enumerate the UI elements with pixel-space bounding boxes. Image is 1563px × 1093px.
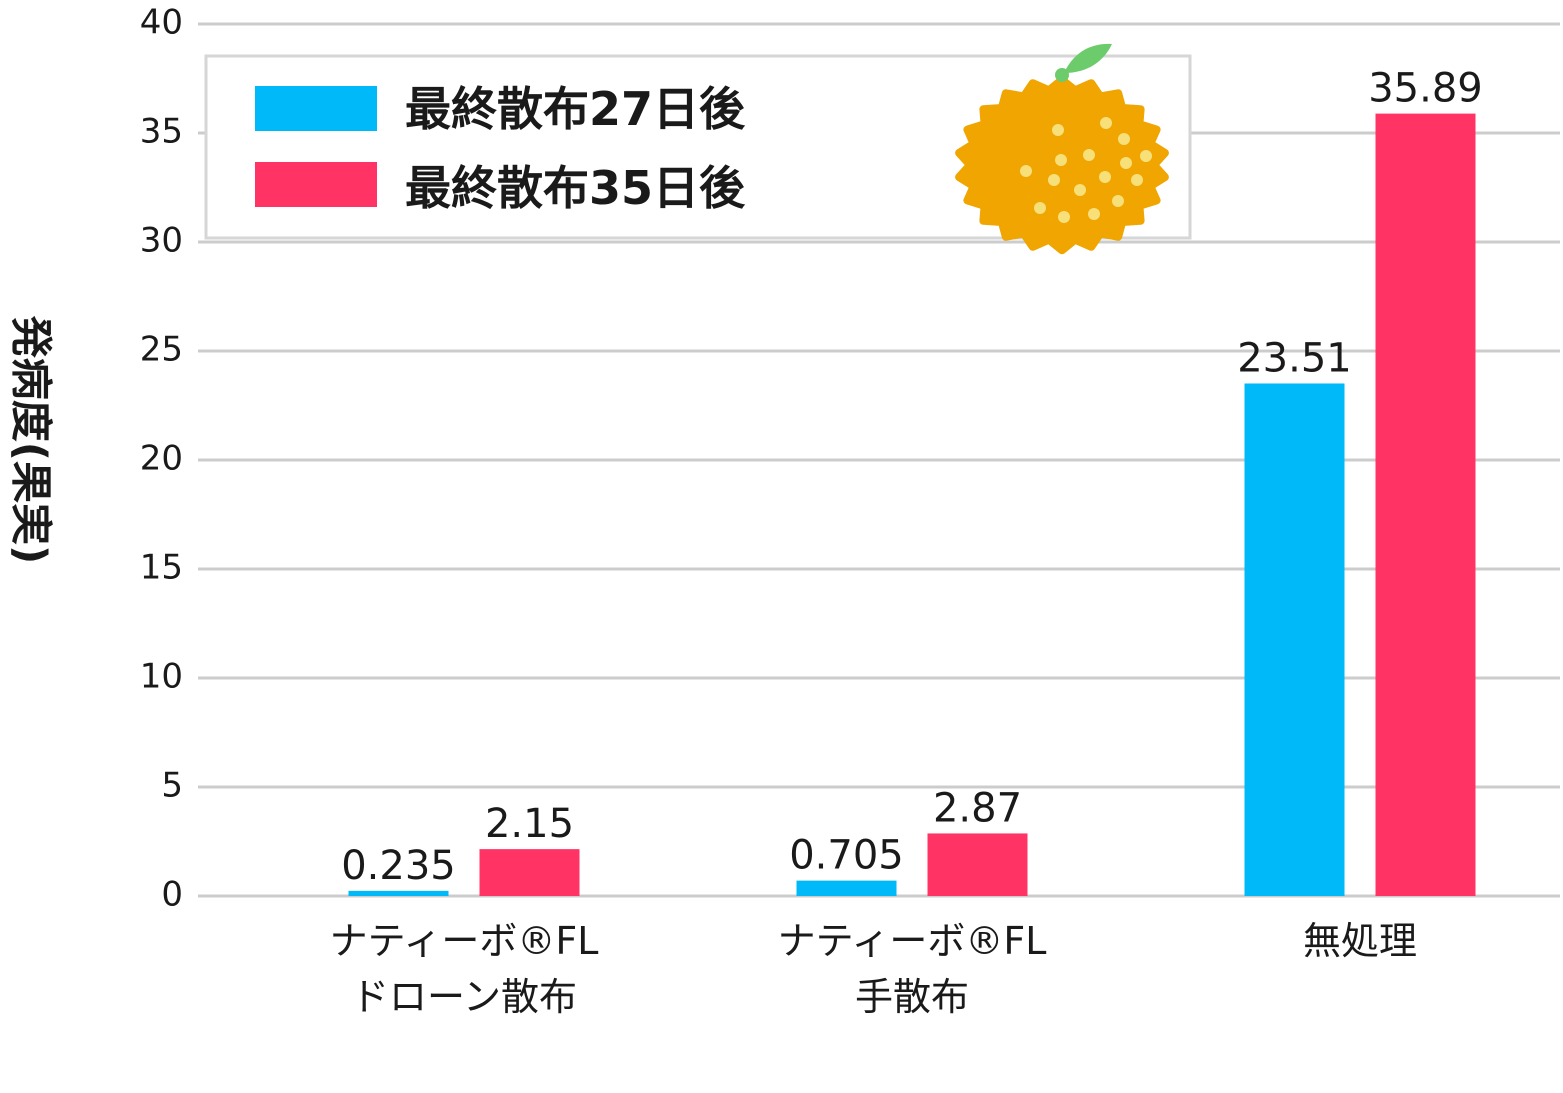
y-tick-label: 40 <box>140 3 183 43</box>
bar-27d-2 <box>1244 383 1345 896</box>
yuzu-dot <box>1118 133 1130 145</box>
category-label: 手散布 <box>855 975 969 1019</box>
category-label: ナティーボ®FL <box>330 919 599 963</box>
data-label: 0.235 <box>341 843 456 889</box>
data-label: 0.705 <box>789 833 904 879</box>
yuzu-dot <box>1020 165 1032 177</box>
legend-label-27d: 最終散布27日後 <box>405 82 746 136</box>
bar-35d-2 <box>1375 113 1476 896</box>
yuzu-dot <box>1074 184 1086 196</box>
yuzu-dot <box>1099 171 1111 183</box>
yuzu-dot <box>1052 124 1064 136</box>
y-tick-label: 0 <box>161 875 183 915</box>
bar-35d-0 <box>479 849 580 896</box>
data-label: 2.15 <box>485 801 574 847</box>
yuzu-stem <box>1055 68 1069 82</box>
yuzu-dot <box>1112 195 1124 207</box>
data-label: 2.87 <box>933 785 1022 831</box>
data-labels: 0.235 0.705 23.51 2.15 2.87 35.89 <box>341 66 1483 889</box>
y-axis-ticks: 0 5 10 15 20 25 30 35 40 <box>140 3 183 915</box>
yuzu-dot <box>1140 150 1152 162</box>
y-tick-label: 35 <box>140 112 183 152</box>
yuzu-dot <box>1034 202 1046 214</box>
y-tick-label: 5 <box>161 766 183 806</box>
category-label: ナティーボ®FL <box>778 919 1047 963</box>
category-label: 無処理 <box>1303 919 1417 963</box>
legend-label-35d: 最終散布35日後 <box>405 161 746 215</box>
legend-swatch-27d <box>255 86 377 131</box>
yuzu-dot <box>1058 211 1070 223</box>
y-tick-label: 20 <box>140 439 183 479</box>
y-tick-label: 25 <box>140 330 183 370</box>
y-axis-label: 発病度(果実) <box>7 316 56 564</box>
category-label: ドローン散布 <box>351 975 577 1019</box>
yuzu-dot <box>1083 149 1095 161</box>
yuzu-dot <box>1131 174 1143 186</box>
gridlines <box>198 22 1560 898</box>
yuzu-dot <box>1055 154 1067 166</box>
yuzu-dot <box>1100 117 1112 129</box>
legend-swatch-35d <box>255 162 377 207</box>
yuzu-dot <box>1088 208 1100 220</box>
data-label: 35.89 <box>1368 66 1483 112</box>
data-label: 23.51 <box>1237 335 1352 381</box>
bar-35d-1 <box>927 833 1028 896</box>
y-tick-label: 10 <box>140 657 183 697</box>
bar-27d-0 <box>348 890 449 896</box>
bars <box>348 113 1476 896</box>
yuzu-fruit-icon <box>955 43 1169 255</box>
y-tick-label: 30 <box>140 221 183 261</box>
yuzu-leaf <box>1064 43 1112 73</box>
y-tick-label: 15 <box>140 548 183 588</box>
yuzu-dot <box>1048 174 1060 186</box>
bar-27d-1 <box>796 880 897 896</box>
yuzu-dot <box>1120 157 1132 169</box>
